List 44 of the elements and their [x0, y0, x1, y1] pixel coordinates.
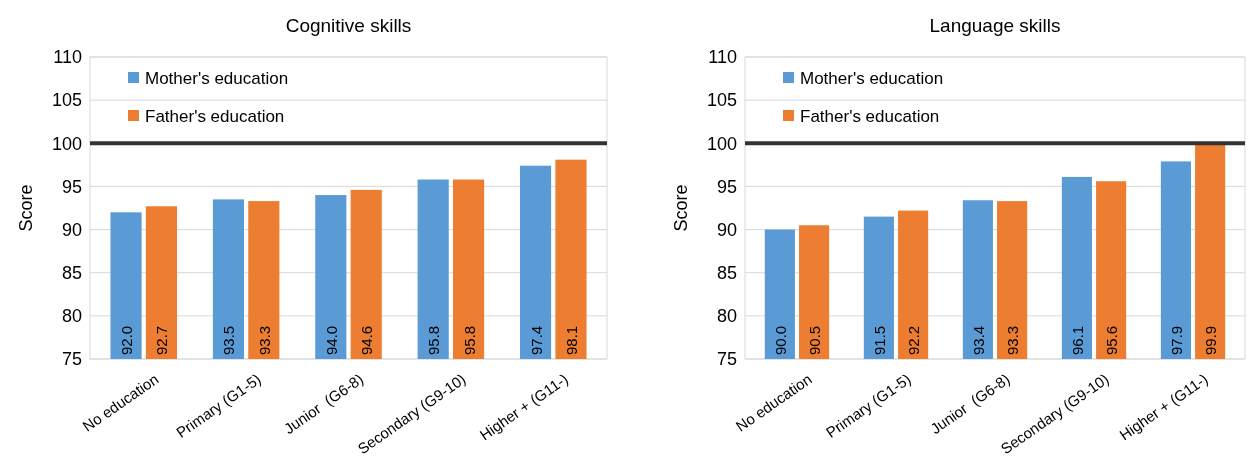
legend-label: Mother's education [145, 68, 289, 88]
y-tick-label: 100 [706, 133, 737, 154]
y-axis-title: Score [671, 184, 691, 232]
y-tick-label: 80 [716, 306, 737, 327]
y-tick-label: 95 [716, 176, 737, 197]
data-label: 92.7 [153, 325, 171, 355]
y-tick-label: 110 [53, 47, 82, 68]
y-tick-label: 85 [716, 263, 737, 284]
y-tick-label: 90 [61, 219, 82, 240]
data-label: 93.5 [220, 325, 238, 355]
chart-title: Cognitive skills [285, 15, 412, 36]
data-label: 94.6 [358, 325, 376, 355]
data-label: 95.6 [1103, 325, 1121, 355]
y-tick-label: 75 [61, 349, 82, 370]
data-label: 95.8 [460, 325, 478, 355]
y-tick-label: 95 [61, 176, 82, 197]
legend-label: Mother's education [800, 68, 944, 88]
legend-label: Father's education [800, 106, 940, 126]
data-label: 93.4 [969, 325, 987, 355]
data-label: 93.3 [1004, 325, 1022, 355]
data-label: 92.0 [118, 325, 136, 355]
y-tick-label: 90 [716, 219, 737, 240]
data-label: 93.3 [255, 325, 273, 355]
data-label: 90.5 [806, 325, 824, 355]
y-axis-title: Score [16, 184, 36, 232]
data-label: 97.4 [527, 325, 545, 355]
y-tick-label: 100 [51, 133, 82, 154]
chart-title: Language skills [929, 15, 1061, 36]
data-label: 91.5 [870, 325, 888, 355]
data-label: 90.0 [771, 325, 789, 355]
legend-label: Father's education [145, 106, 285, 126]
y-tick-label: 80 [61, 306, 82, 327]
y-tick-label: 105 [51, 90, 82, 111]
data-label: 94.0 [322, 325, 340, 355]
data-label: 95.8 [425, 325, 443, 355]
data-label: 96.1 [1068, 325, 1086, 355]
y-tick-label: 105 [706, 90, 737, 111]
y-tick-label: 110 [708, 47, 737, 68]
data-label: 97.9 [1167, 325, 1185, 355]
y-tick-label: 85 [61, 263, 82, 284]
data-label: 92.2 [905, 325, 923, 355]
data-label: 99.9 [1202, 325, 1220, 355]
data-label: 98.1 [562, 325, 580, 355]
y-tick-label: 75 [716, 349, 737, 370]
